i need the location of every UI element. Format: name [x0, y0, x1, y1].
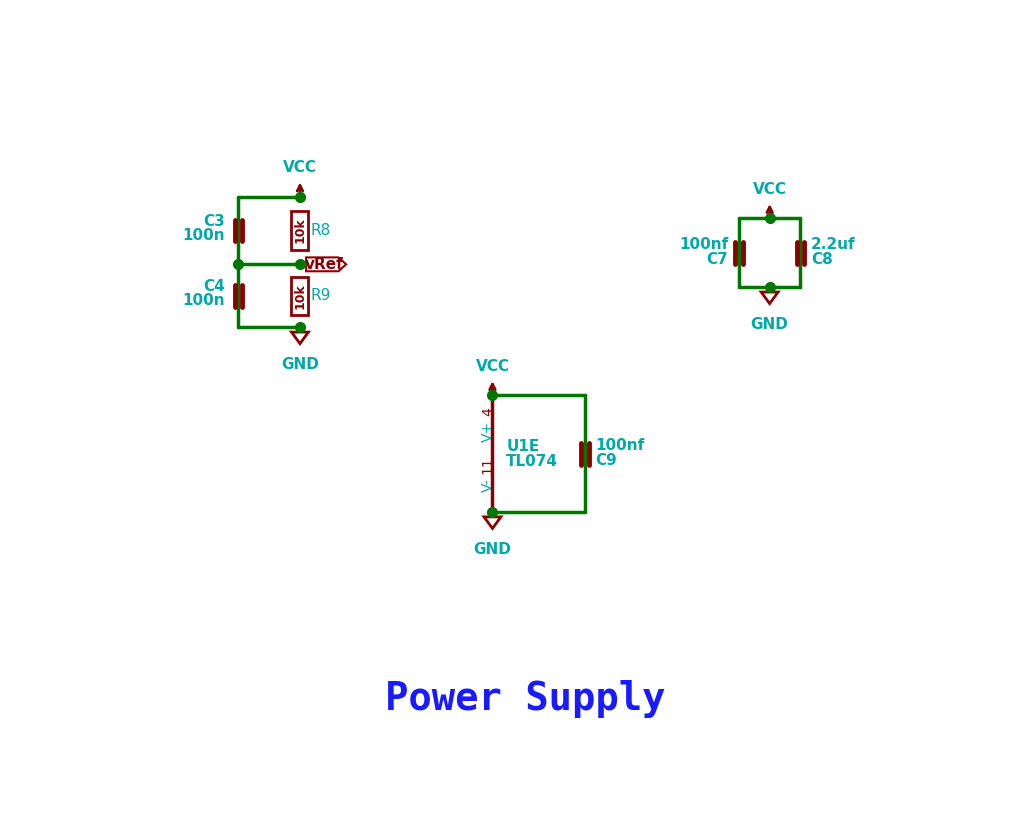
Text: 11: 11 — [481, 456, 495, 475]
Text: 100nf: 100nf — [596, 438, 645, 453]
Text: V+: V+ — [481, 421, 495, 442]
Text: C3: C3 — [203, 214, 224, 229]
FancyBboxPatch shape — [292, 212, 308, 250]
Text: R9: R9 — [310, 288, 331, 303]
Text: 100n: 100n — [182, 227, 224, 242]
Text: V-: V- — [481, 479, 495, 492]
Text: 10k: 10k — [294, 217, 306, 243]
Text: 2.2uf: 2.2uf — [811, 237, 856, 252]
Text: 10k: 10k — [294, 283, 306, 308]
Text: C8: C8 — [811, 252, 833, 268]
Text: C9: C9 — [596, 453, 617, 468]
Text: VCC: VCC — [475, 359, 510, 374]
Text: GND: GND — [473, 542, 511, 557]
Text: VCC: VCC — [283, 160, 317, 175]
Text: 100n: 100n — [182, 293, 224, 308]
Text: C7: C7 — [707, 252, 728, 268]
Text: U1E: U1E — [506, 439, 540, 454]
Text: 4: 4 — [481, 407, 495, 416]
Text: R8: R8 — [310, 223, 331, 238]
Text: GND: GND — [281, 357, 318, 372]
Text: VCC: VCC — [753, 181, 786, 196]
Text: C4: C4 — [203, 279, 224, 294]
Text: Power Supply: Power Supply — [385, 681, 665, 718]
Text: 100nf: 100nf — [679, 237, 728, 252]
FancyBboxPatch shape — [292, 277, 308, 315]
Text: vRef: vRef — [304, 257, 343, 272]
Text: TL074: TL074 — [506, 454, 558, 469]
Text: GND: GND — [751, 317, 788, 332]
